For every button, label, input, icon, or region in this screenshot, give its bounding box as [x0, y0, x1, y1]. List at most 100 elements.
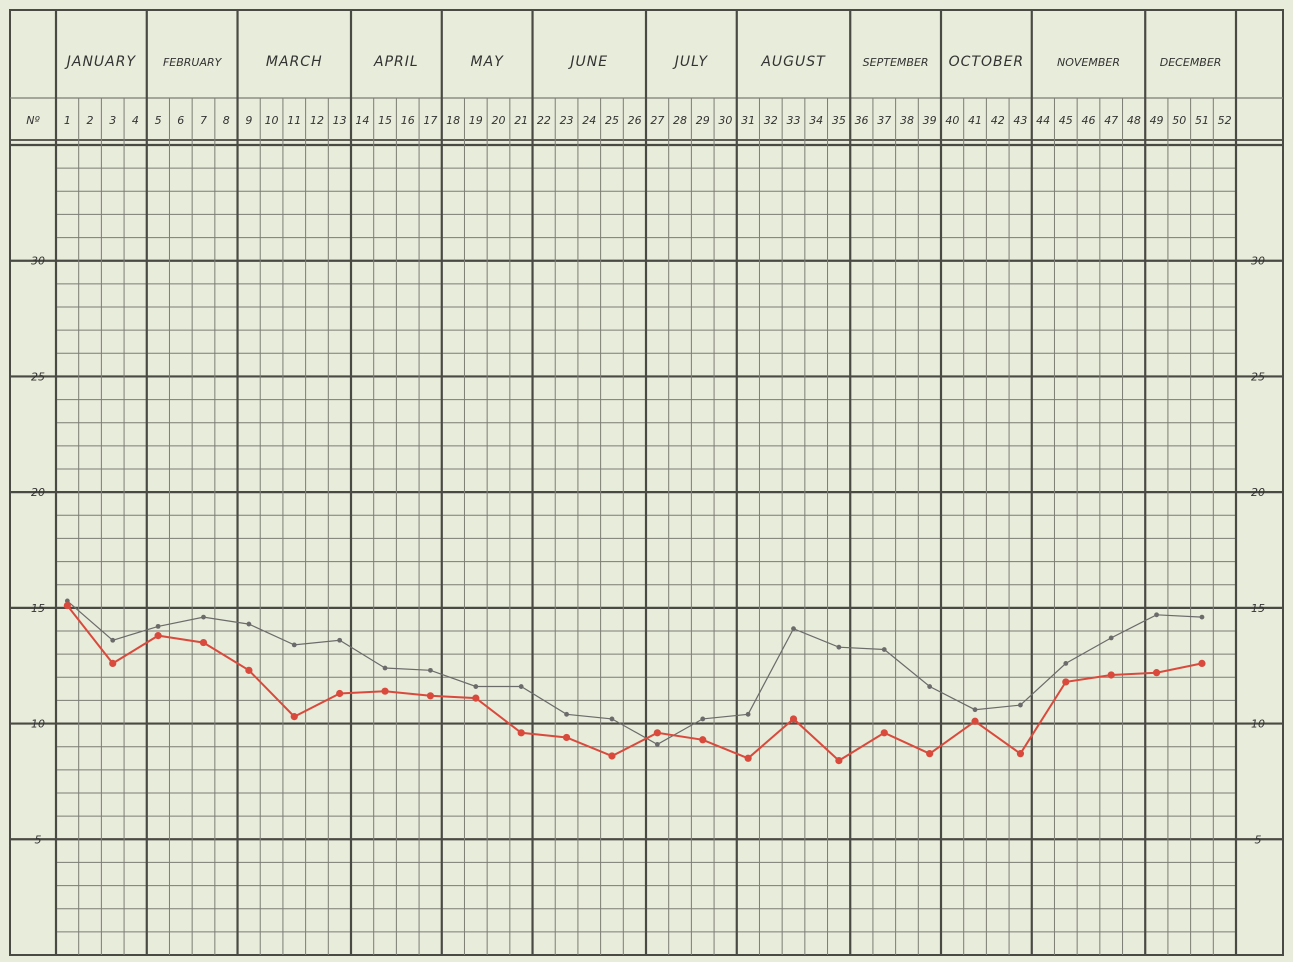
- week-number-label: 14: [355, 114, 369, 127]
- week-number-label: 12: [310, 114, 324, 127]
- week-number-label: 3: [109, 114, 116, 127]
- series-2-point: [382, 665, 388, 671]
- week-number-label: 42: [991, 114, 1005, 127]
- y-tick-label-right: 20: [1251, 486, 1265, 499]
- week-number-label: 9: [245, 114, 252, 127]
- series-1-point: [472, 694, 480, 702]
- week-number-label: 33: [787, 114, 801, 127]
- week-number-label: 4: [132, 114, 139, 127]
- series-1-point: [880, 729, 888, 737]
- series-2-point: [473, 684, 479, 689]
- series-1-point: [1198, 659, 1206, 668]
- week-number-label: 36: [855, 114, 869, 127]
- week-number-label: 26: [628, 114, 642, 127]
- series-2-point: [564, 711, 569, 717]
- y-tick-label-left: 10: [31, 718, 45, 731]
- week-number-label: 49: [1150, 114, 1164, 127]
- series-1-point: [109, 659, 117, 668]
- y-tick-label-right: 25: [1251, 370, 1265, 383]
- series-line-2: [66, 600, 1203, 746]
- week-number-label: 13: [333, 114, 347, 127]
- week-number-label: 29: [696, 114, 710, 127]
- series-1-point: [245, 666, 253, 674]
- month-header-row: JANUARY FEBRUARY MARCH APRIL MAY JUNE JULY AUGU…: [64, 54, 1222, 70]
- y-tick-label-right: 10: [1251, 718, 1265, 731]
- series-1-point: [426, 692, 435, 700]
- series-2-point: [609, 716, 615, 722]
- y-tick-label-left: 15: [31, 602, 45, 615]
- month-label: NOVEMBER: [1057, 56, 1120, 69]
- series-2-point: [791, 626, 796, 632]
- series-2-point: [1199, 614, 1205, 620]
- week-number-label: 38: [900, 114, 914, 127]
- week-number-label: 5: [155, 114, 162, 127]
- y-tick-label-right: 30: [1251, 255, 1265, 268]
- series-2-point: [155, 623, 161, 629]
- week-number-label: 46: [1082, 114, 1096, 127]
- series-2-point: [518, 684, 524, 689]
- week-number-label: 17: [423, 114, 437, 127]
- series-1-point: [835, 757, 843, 765]
- week-number-label: 11: [287, 114, 301, 127]
- week-number-label: 31: [741, 114, 755, 127]
- series-1-point: [926, 750, 934, 758]
- series-1-point: [199, 638, 208, 647]
- week-number-label: 2: [87, 114, 94, 127]
- series-2-point: [1108, 635, 1114, 641]
- series-2-point: [881, 647, 887, 652]
- y-tick-label-left: 20: [31, 486, 45, 499]
- week-number-label: 39: [923, 114, 937, 127]
- week-number-label: 32: [764, 114, 778, 127]
- series-1-point: [562, 733, 571, 742]
- week-number-label: 45: [1059, 114, 1073, 127]
- week-number-label: 34: [809, 114, 823, 127]
- week-number-label: 25: [605, 114, 619, 127]
- series-1-point: [381, 687, 389, 695]
- week-number-label: 21: [514, 114, 528, 127]
- week-number-label: 52: [1218, 114, 1232, 127]
- week-number-header-label: Nº: [26, 114, 40, 127]
- week-number-row: Nº 1 2 3 4 5 6 7 8 9 10 11 12 13 14 15 16 17 18 19 20 21 22 23…: [26, 114, 1231, 127]
- series-1-point: [608, 752, 616, 760]
- y-tick-label-left: 25: [31, 370, 45, 383]
- series-1-point: [1107, 671, 1115, 679]
- y-tick-label-left: 30: [31, 255, 45, 268]
- month-label: JANUARY: [64, 54, 137, 70]
- week-number-label: 24: [582, 114, 596, 127]
- series-layer: [63, 598, 1206, 765]
- month-label: FEBRUARY: [163, 56, 223, 69]
- series-2-point: [700, 716, 706, 722]
- series-1-point: [154, 632, 162, 640]
- y-tick-label-right: 5: [1255, 833, 1262, 846]
- week-number-label: 35: [832, 114, 846, 127]
- series-line-1: [66, 604, 1203, 762]
- series-2-point: [291, 642, 297, 648]
- week-number-label: 19: [469, 114, 483, 127]
- week-number-label: 28: [673, 114, 687, 127]
- series-1-point: [1016, 750, 1025, 758]
- y-tick-label-left: 5: [35, 833, 42, 846]
- series-2-point: [972, 707, 978, 713]
- week-number-label: 10: [265, 114, 279, 127]
- series-2-point: [836, 644, 842, 650]
- series-2-point: [1154, 612, 1159, 618]
- series-1-point: [1062, 678, 1070, 686]
- series-2-point: [337, 637, 343, 643]
- series-2-point: [1018, 702, 1023, 708]
- series-1-point: [290, 713, 298, 721]
- month-label: MARCH: [266, 54, 323, 70]
- week-number-label: 41: [968, 114, 982, 127]
- series-1-point: [63, 601, 71, 610]
- y-axis-labels: 5 5 10 10 15 15 20 20 25 25 30 30: [31, 255, 1265, 847]
- week-number-label: 22: [537, 114, 551, 127]
- series-2-point: [745, 711, 751, 717]
- week-number-label: 51: [1195, 114, 1209, 127]
- month-label: SEPTEMBER: [863, 56, 929, 69]
- week-number-label: 44: [1036, 114, 1050, 127]
- series-1-point: [971, 717, 979, 725]
- month-label: AUGUST: [760, 54, 826, 70]
- week-number-label: 37: [877, 114, 891, 127]
- week-number-label: 6: [177, 114, 184, 127]
- month-label: APRIL: [373, 54, 419, 70]
